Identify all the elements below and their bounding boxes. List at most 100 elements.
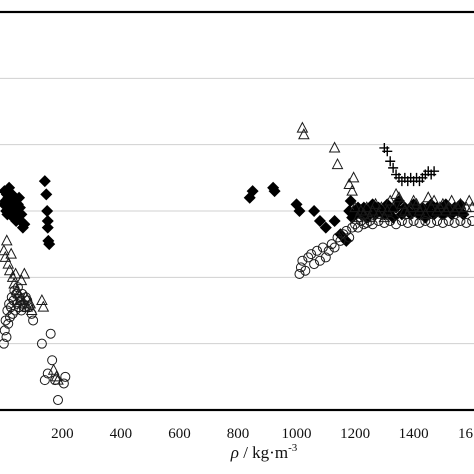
point-circle-open-45 (312, 245, 323, 256)
x-tick-label-1400: 1400 (399, 426, 429, 442)
point-triangle-open-47 (396, 197, 408, 209)
x-axis-symbol: ρ (230, 443, 239, 462)
point-diamond-filled-40 (308, 205, 321, 217)
point-triangle-open-2 (0, 234, 13, 246)
point-circle-open-50 (326, 239, 337, 250)
point-triangle-open-46 (393, 191, 405, 203)
point-triangle-open-54 (416, 201, 429, 213)
point-triangle-open-40 (375, 201, 388, 213)
point-triangle-open-64 (445, 194, 458, 206)
point-circle-open-76 (437, 217, 448, 228)
point-triangle-open-30 (347, 171, 360, 183)
point-triangle-open-27 (331, 157, 344, 170)
point-circle-open-47 (317, 242, 328, 253)
point-circle-open-23 (19, 302, 30, 313)
plot-frame (0, 10, 474, 412)
point-circle-open-46 (314, 255, 325, 266)
point-circle-open-31 (42, 368, 53, 379)
point-triangle-open-4 (3, 264, 16, 276)
point-circle-open-29 (36, 338, 47, 349)
x-tick-label-800: 800 (227, 426, 250, 442)
x-axis-unit: kg·m (252, 443, 288, 462)
point-circle-open-30 (39, 375, 50, 386)
point-triangle-open-20 (37, 300, 50, 312)
data-points (0, 121, 474, 406)
point-triangle-open-44 (387, 201, 399, 213)
point-circle-open-53 (335, 235, 346, 246)
point-triangle-open-26 (328, 141, 341, 153)
point-triangle-open-60 (434, 201, 446, 213)
point-triangle-open-66 (451, 201, 464, 213)
point-circle-open-78 (449, 217, 460, 228)
point-triangle-open-69 (460, 201, 473, 213)
x-tick-label-partial: 16 (458, 426, 474, 442)
x-tick-label-1000: 1000 (282, 426, 312, 442)
x-tick-label-1200: 1200 (340, 426, 370, 442)
x-axis-title: ρ / kg·m-3 (230, 442, 298, 462)
point-circle-open-69 (396, 215, 407, 226)
point-circle-open-33 (47, 355, 58, 366)
point-circle-open-77 (443, 215, 454, 226)
point-triangle-open-3 (2, 257, 15, 269)
point-circle-open-7 (5, 312, 15, 323)
point-circle-open-72 (414, 217, 425, 228)
gridlines (0, 77, 474, 345)
point-circle-open-55 (341, 225, 352, 236)
point-plus-2 (385, 156, 396, 167)
point-circle-open-73 (420, 215, 431, 226)
point-circle-open-51 (329, 242, 340, 253)
point-circle-open-56 (344, 232, 355, 243)
point-triangle-open-41 (378, 211, 391, 223)
point-triangle-open-28 (343, 177, 356, 189)
point-circle-open-43 (306, 249, 317, 260)
point-triangle-open-50 (404, 201, 417, 213)
point-circle-open-5 (3, 318, 14, 329)
point-circle-open-42 (303, 252, 314, 263)
point-triangle-open-5 (5, 247, 17, 259)
point-triangle-open-8 (9, 267, 22, 279)
x-tick-label-400: 400 (110, 426, 133, 442)
point-circle-open-40 (297, 255, 308, 266)
x-axis-separator: / (239, 443, 252, 462)
point-circle-open-52 (332, 232, 343, 243)
point-circle-open-57 (347, 222, 358, 233)
point-circle-open-21 (17, 288, 28, 299)
point-triangle-open-63 (442, 201, 455, 213)
point-triangle-open-57 (425, 201, 437, 213)
point-triangle-open-19 (36, 293, 48, 306)
point-diamond-filled-42 (319, 221, 332, 234)
point-triangle-open-55 (419, 207, 432, 219)
point-circle-open-10 (7, 308, 18, 319)
point-diamond-filled-21 (13, 191, 26, 204)
point-diamond-filled-39 (293, 205, 306, 217)
point-diamond-filled-35 (246, 185, 259, 198)
point-circle-open-34 (50, 375, 61, 386)
point-triangle-open-14 (18, 267, 31, 279)
x-tick-label-200: 200 (51, 426, 74, 442)
point-circle-open-71 (408, 215, 419, 226)
point-circle-open-13 (10, 305, 21, 316)
point-circle-open-0 (0, 338, 9, 349)
point-circle-open-41 (300, 265, 311, 276)
point-circle-open-66 (379, 217, 390, 228)
x-tick-labels: 200 400 600 800 1000 1200 1400 (51, 426, 428, 442)
point-circle-open-44 (309, 259, 320, 270)
point-triangle-open-71 (466, 201, 474, 213)
point-circle-open-64 (367, 219, 378, 230)
point-circle-open-81 (467, 215, 474, 226)
point-triangle-open-59 (431, 204, 443, 216)
point-triangle-open-65 (448, 204, 461, 216)
point-circle-open-65 (373, 215, 384, 226)
point-diamond-filled-28 (40, 188, 53, 201)
point-circle-open-36 (58, 378, 69, 389)
point-circle-open-48 (320, 252, 331, 263)
point-circle-open-80 (461, 217, 472, 228)
point-triangle-open-56 (422, 191, 435, 203)
point-circle-open-49 (323, 245, 334, 256)
point-plus-1 (382, 146, 393, 157)
point-diamond-filled-27 (38, 175, 51, 188)
point-circle-open-37 (60, 371, 71, 382)
x-axis-unit-exponent: -3 (288, 442, 298, 454)
point-triangle-open-42 (381, 204, 394, 216)
